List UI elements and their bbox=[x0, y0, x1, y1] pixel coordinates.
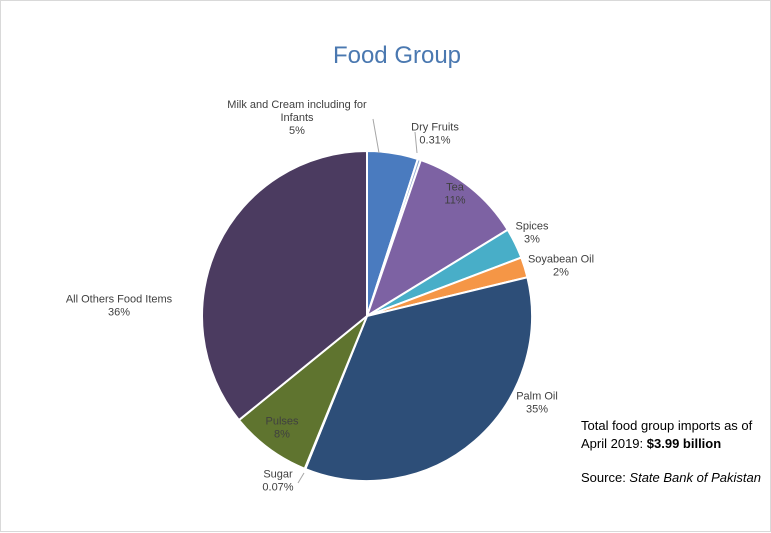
source-text: Source: State Bank of Pakistan bbox=[581, 469, 761, 487]
slice-label: Spices 3% bbox=[515, 221, 549, 246]
slice-label: Pulses 8% bbox=[265, 416, 299, 441]
chart-title: Food Group bbox=[333, 42, 461, 69]
total-imports-value: $3.99 billion bbox=[646, 436, 722, 451]
total-imports-prefix: Total food group imports as of April 201… bbox=[581, 418, 753, 451]
slice-label: Tea 11% bbox=[444, 182, 465, 207]
leader-lines bbox=[297, 118, 418, 484]
source-name: State Bank of Pakistan bbox=[629, 470, 761, 485]
slice-label: Palm Oil 35% bbox=[516, 391, 558, 416]
leader-line bbox=[372, 118, 380, 154]
total-imports-text: Total food group imports as of April 201… bbox=[581, 417, 761, 453]
pie-slice-all-others-food-items bbox=[201, 149, 368, 422]
slice-label: All Others Food Items 36% bbox=[66, 294, 173, 319]
slice-label: Dry Fruits 0.31% bbox=[411, 122, 459, 147]
pie-slice-tea bbox=[365, 158, 510, 319]
pie-slice-palm-oil bbox=[304, 276, 533, 482]
slice-labels: Milk and Cream including for Infants 5% Dry… bbox=[66, 99, 594, 494]
leader-line bbox=[414, 131, 418, 154]
pie-slices bbox=[201, 149, 533, 482]
slice-label: Soyabean Oil 2% bbox=[528, 254, 594, 279]
source-prefix: Source: bbox=[581, 470, 630, 485]
slice-label: Sugar 0.07% bbox=[262, 469, 293, 494]
leader-line bbox=[297, 472, 305, 484]
summary-note: Total food group imports as of April 201… bbox=[581, 417, 761, 487]
slice-label: Milk and Cream including for Infants 5% bbox=[227, 99, 367, 137]
